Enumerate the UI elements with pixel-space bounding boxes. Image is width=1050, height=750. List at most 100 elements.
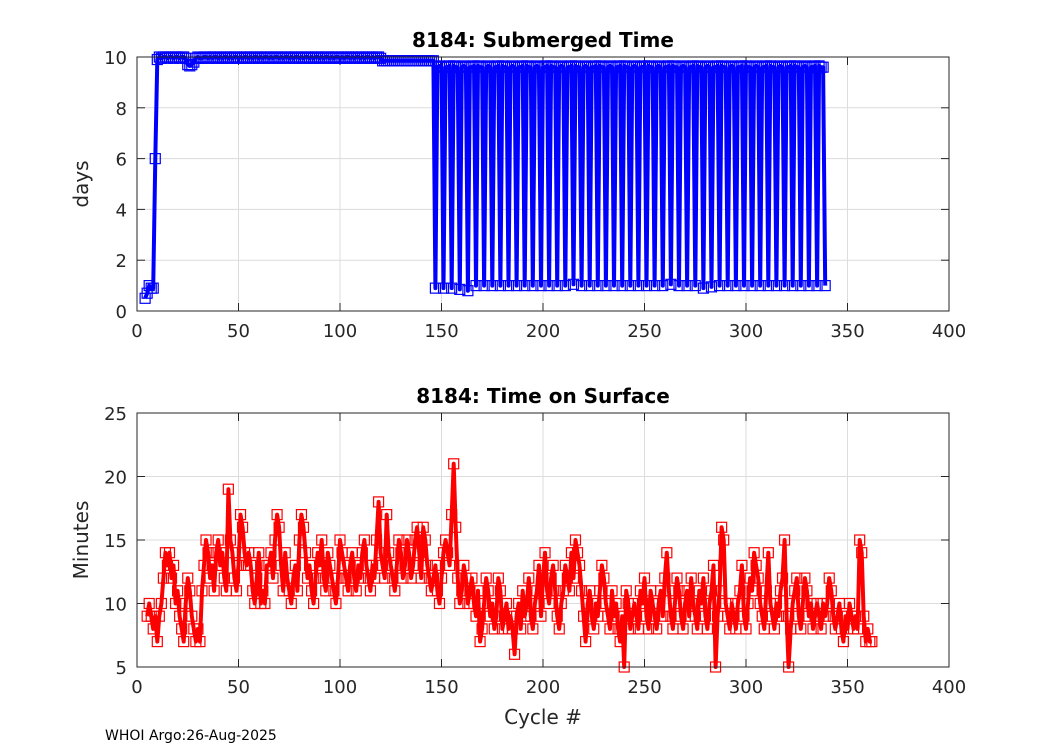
data-point-marker xyxy=(214,559,226,572)
data-point-marker xyxy=(399,559,411,572)
data-point-marker xyxy=(628,597,640,610)
data-point-marker xyxy=(803,280,815,292)
data-point-marker xyxy=(332,572,344,584)
data-point-marker xyxy=(478,280,490,292)
data-point-marker xyxy=(379,572,391,584)
data-point-marker xyxy=(498,610,511,622)
data-point-marker xyxy=(192,623,204,635)
data-point-marker xyxy=(675,610,687,622)
data-point-marker xyxy=(837,635,850,648)
data-point-marker xyxy=(305,585,318,597)
data-point-marker xyxy=(289,559,301,572)
data-point-marker xyxy=(734,585,746,597)
data-point-marker xyxy=(673,585,685,597)
data-point-marker xyxy=(850,610,862,622)
data-point-marker xyxy=(470,280,482,292)
data-point-marker xyxy=(301,572,314,584)
data-point-marker xyxy=(829,623,841,635)
data-point-marker xyxy=(762,547,774,559)
data-point-marker xyxy=(577,610,590,622)
data-point-marker xyxy=(819,610,831,622)
data-point-marker xyxy=(165,572,178,584)
data-point-marker xyxy=(375,547,387,559)
data-point-marker xyxy=(407,559,419,572)
data-point-marker xyxy=(649,280,661,292)
data-point-marker xyxy=(494,280,506,292)
data-point-marker xyxy=(504,610,517,622)
data-point-marker xyxy=(604,623,616,635)
data-point-marker xyxy=(348,572,360,584)
data-point-marker xyxy=(764,597,776,610)
data-point-marker xyxy=(527,623,539,635)
data-point-marker xyxy=(446,282,458,294)
data-point-marker xyxy=(393,534,405,546)
data-point-marker xyxy=(228,572,241,584)
series-line xyxy=(143,55,828,300)
data-point-marker xyxy=(297,521,310,533)
data-point-marker xyxy=(429,282,442,294)
data-point-marker xyxy=(265,547,277,559)
data-point-marker xyxy=(612,623,624,635)
data-point-marker xyxy=(324,559,336,572)
y-tick-label: 8 xyxy=(116,99,127,120)
data-point-marker xyxy=(647,597,659,610)
data-point-marker xyxy=(354,572,366,584)
data-point-marker xyxy=(563,585,575,597)
data-point-marker xyxy=(320,585,332,597)
data-point-marker xyxy=(484,610,496,622)
data-point-marker xyxy=(760,585,772,597)
data-point-marker xyxy=(155,597,167,610)
data-point-marker xyxy=(651,623,663,635)
x-tick-label: 100 xyxy=(323,321,357,342)
data-point-marker xyxy=(533,559,545,572)
data-point-marker xyxy=(616,280,628,292)
data-point-marker xyxy=(602,610,614,622)
data-point-marker xyxy=(273,521,285,533)
data-point-marker xyxy=(437,282,450,294)
data-point-marker xyxy=(372,496,385,508)
data-point-marker xyxy=(819,280,831,292)
data-point-marker xyxy=(299,547,312,559)
data-point-marker xyxy=(413,547,425,559)
chart-title: 8184: Time on Surface xyxy=(416,384,670,408)
data-point-marker xyxy=(754,280,766,292)
data-point-marker xyxy=(813,610,825,622)
data-point-marker xyxy=(172,585,184,597)
data-point-marker xyxy=(206,559,218,572)
data-point-marker xyxy=(823,572,835,584)
data-point-marker xyxy=(665,278,677,290)
data-point-marker xyxy=(789,585,801,597)
data-point-marker xyxy=(594,585,606,597)
data-point-marker xyxy=(210,547,222,559)
x-tick-label: 150 xyxy=(424,321,458,342)
data-point-marker xyxy=(843,597,856,610)
submerged-time-axes: 0 50 100 150 200 250 300 350 400 0 2 4 6 8 10 8184: Sub… xyxy=(69,28,966,342)
data-point-marker xyxy=(224,534,236,546)
data-point-marker xyxy=(513,597,525,610)
data-point-marker xyxy=(575,585,588,597)
data-point-marker xyxy=(529,597,541,610)
data-point-marker xyxy=(180,597,192,610)
data-point-marker xyxy=(813,60,825,72)
data-point-marker xyxy=(705,281,718,293)
data-point-marker xyxy=(592,280,604,292)
data-point-marker xyxy=(263,559,275,572)
data-point-marker xyxy=(480,572,492,584)
data-point-marker xyxy=(174,52,186,64)
data-point-marker xyxy=(427,572,439,584)
data-point-marker xyxy=(707,559,720,572)
data-point-marker xyxy=(778,534,791,546)
data-point-marker xyxy=(580,635,592,648)
data-point-marker xyxy=(149,153,161,165)
data-point-marker xyxy=(752,572,764,584)
data-point-marker xyxy=(815,623,827,635)
data-point-marker xyxy=(736,559,748,572)
data-point-marker xyxy=(588,623,600,635)
data-point-marker xyxy=(517,585,529,597)
x-tick-label: 200 xyxy=(526,677,560,698)
data-point-marker xyxy=(466,572,478,584)
data-point-marker xyxy=(701,623,714,635)
data-point-marker xyxy=(234,509,247,521)
x-tick-label: 300 xyxy=(729,321,763,342)
data-point-marker xyxy=(316,534,328,546)
